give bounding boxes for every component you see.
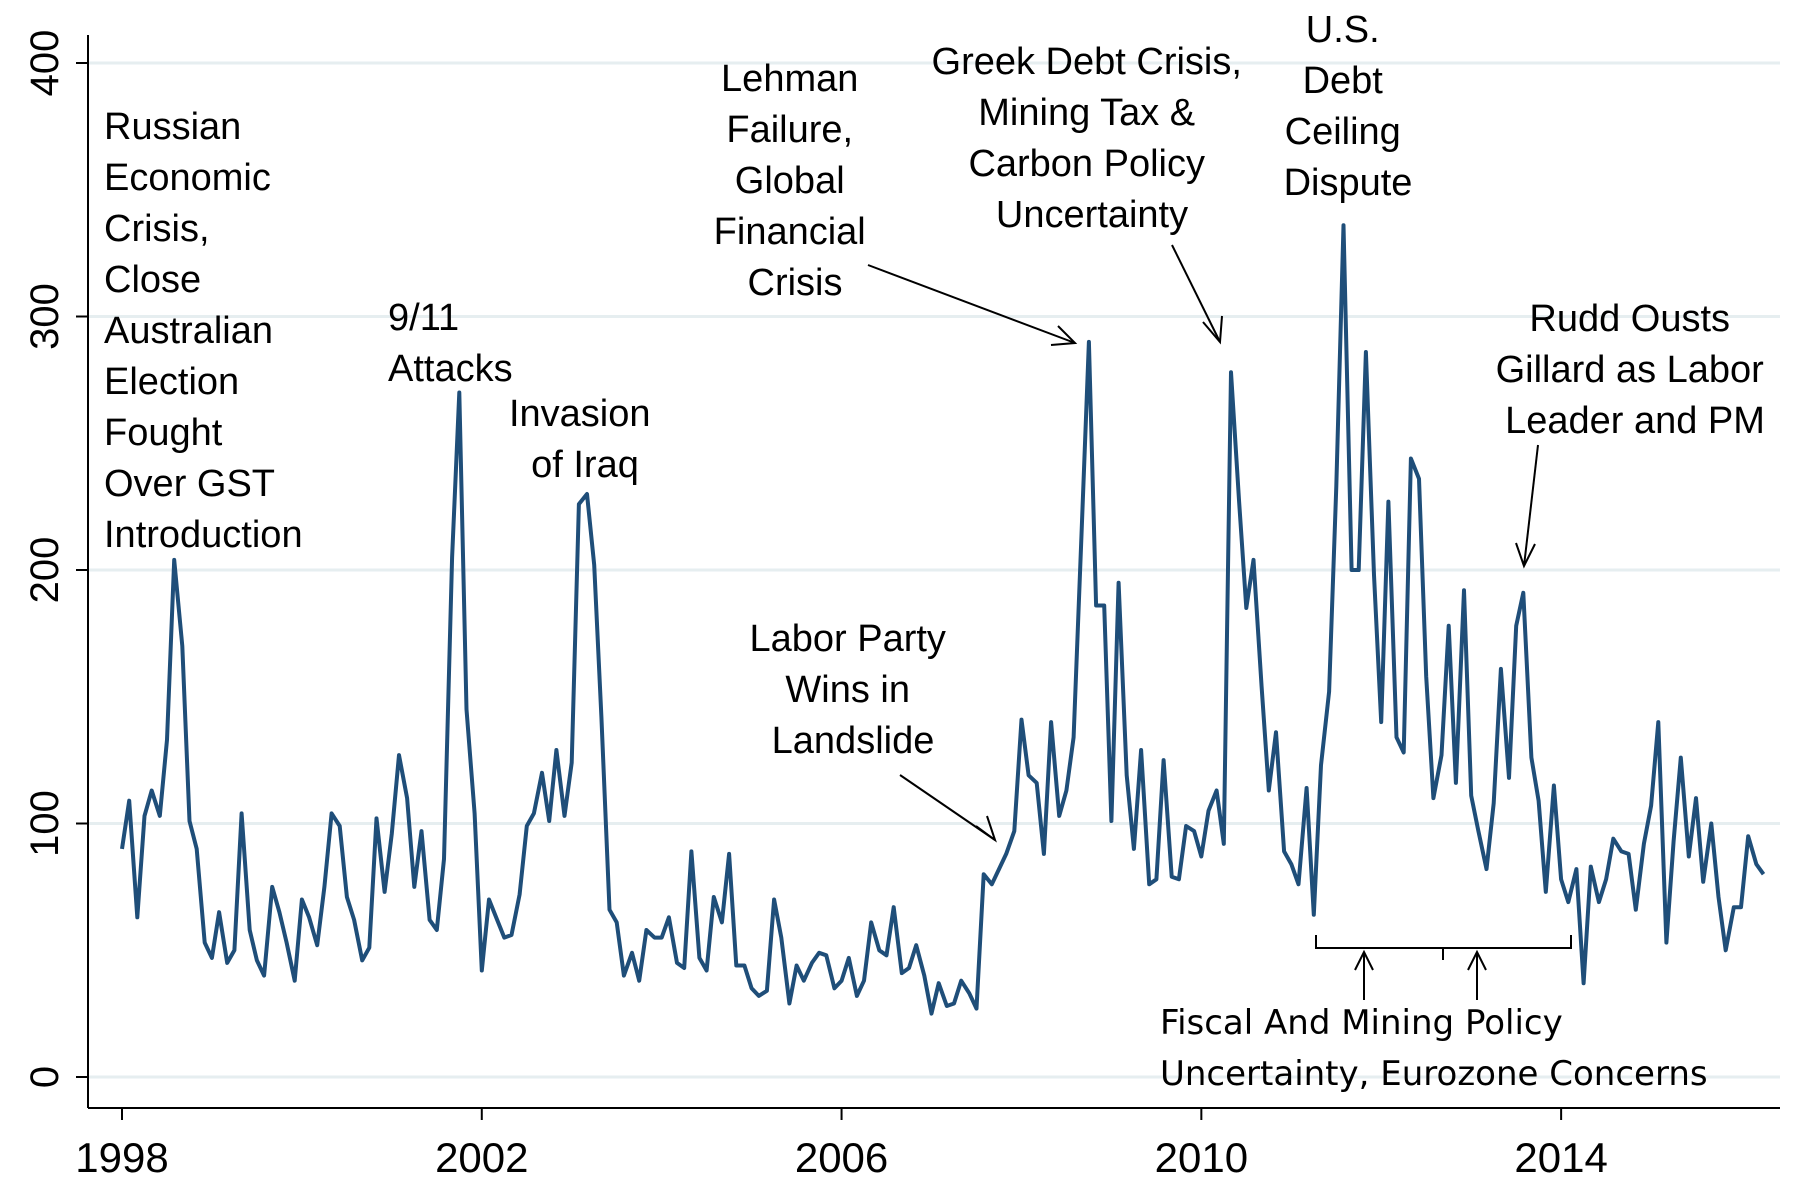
arrowhead-greek [1202, 315, 1223, 345]
annotation-russian-line: Close [104, 259, 201, 301]
annotation-iraq-line: of Iraq [531, 444, 639, 486]
arrowhead-lehman [1050, 325, 1078, 346]
annotation-russian-line: Over GST [104, 463, 275, 505]
annotation-rudd-line: Rudd Ousts [1529, 298, 1730, 340]
arrow-lehman [867, 264, 1076, 344]
annotation-lehman-line: Financial [714, 211, 866, 253]
annotation-labor-line: Landslide [772, 720, 935, 762]
annotation-greek-line: Carbon Policy [968, 143, 1205, 185]
annotation-russian: Russian Economic Crisis, Close Australia… [104, 106, 303, 556]
annotation-russian-line: Economic [104, 157, 271, 199]
annotation-labor: Labor Party Wins in Landslide [749, 618, 956, 762]
annotation-iraq: Invasion of Iraq [509, 393, 661, 486]
annotation-911: 9/11 Attacks [388, 297, 513, 390]
series-points [121, 225, 1764, 1014]
y-tick-label: 0 [23, 1066, 67, 1088]
arrow-greek [1171, 244, 1221, 343]
x-tick-label: 2014 [1514, 1134, 1607, 1180]
arrowhead-rudd [1515, 542, 1536, 569]
y-tick-label: 300 [23, 283, 67, 350]
annotation-greek: Greek Debt Crisis, Mining Tax & Carbon P… [932, 41, 1253, 236]
annotation-labor-line: Wins in [785, 669, 910, 711]
gridlines [88, 61, 1780, 1079]
annotation-russian-line: Fought [104, 412, 223, 454]
annotation-rudd-line: Leader and PM [1505, 400, 1765, 442]
annotation-usdebt: U.S. Debt Ceiling Dispute [1284, 9, 1413, 204]
annotation-fiscal: Fiscal And Mining Policy Uncertainty, Eu… [1160, 1003, 1708, 1094]
series-line [120, 223, 1766, 1016]
annotation-russian-line: Russian [104, 106, 241, 148]
annotation-lehman: Lehman Failure, Global Financial Crisis [714, 58, 877, 304]
annotation-lehman-line: Crisis [748, 262, 843, 304]
annotation-usdebt-line: U.S. [1306, 9, 1380, 51]
annotation-usdebt-line: Dispute [1284, 162, 1413, 204]
annotation-usdebt-line: Ceiling [1285, 111, 1401, 153]
arrowhead-fiscal-2 [1467, 949, 1487, 971]
y-tick-label: 100 [23, 790, 67, 857]
x-tick-label: 2002 [435, 1134, 528, 1180]
y-tick-label: 400 [23, 30, 67, 97]
annotations: Russian Economic Crisis, Close Australia… [104, 9, 1775, 1094]
annotation-fiscal-line: Fiscal And Mining Policy [1160, 1003, 1563, 1043]
annotation-fiscal-line: Uncertainty, Eurozone Concerns [1160, 1054, 1708, 1094]
y-tick-label: 200 [23, 537, 67, 604]
arrow-rudd [1523, 444, 1539, 567]
annotation-lehman-line: Lehman [721, 58, 858, 100]
annotation-iraq-line: Invasion [509, 393, 651, 435]
annotation-lehman-line: Failure, [726, 109, 853, 151]
x-tick-label: 2010 [1155, 1134, 1248, 1180]
x-tick-label: 1998 [75, 1134, 168, 1180]
x-tick-label: 2006 [795, 1134, 888, 1180]
annotation-greek-line: Uncertainty [996, 194, 1188, 236]
annotation-russian-line: Election [104, 361, 239, 403]
axes [87, 35, 1780, 1109]
annotation-usdebt-line: Debt [1303, 60, 1384, 102]
arrowhead-fiscal-1 [1354, 949, 1374, 971]
annotation-greek-line: Mining Tax & [978, 92, 1195, 134]
annotation-labor-line: Labor Party [749, 618, 945, 660]
annotation-rudd-line: Gillard as Labor [1496, 349, 1765, 391]
arrowhead-labor [975, 815, 997, 843]
annotation-rudd: Rudd Ousts Gillard as Labor Leader and P… [1496, 298, 1775, 442]
annotation-russian-line: Australian [104, 310, 273, 352]
x-ticks: 1998 2002 2006 2010 2014 [75, 1108, 1608, 1180]
annotation-russian-line: Introduction [104, 514, 303, 556]
annotation-911-line: Attacks [388, 348, 513, 390]
annotation-greek-line: Greek Debt Crisis, [932, 41, 1242, 83]
bracket-fiscal [1315, 935, 1572, 960]
y-ticks: 0 100 200 300 400 [23, 30, 88, 1088]
annotation-lehman-line: Global [735, 160, 845, 202]
annotation-911-line: 9/11 [388, 297, 459, 339]
annotation-russian-line: Crisis, [104, 208, 210, 250]
